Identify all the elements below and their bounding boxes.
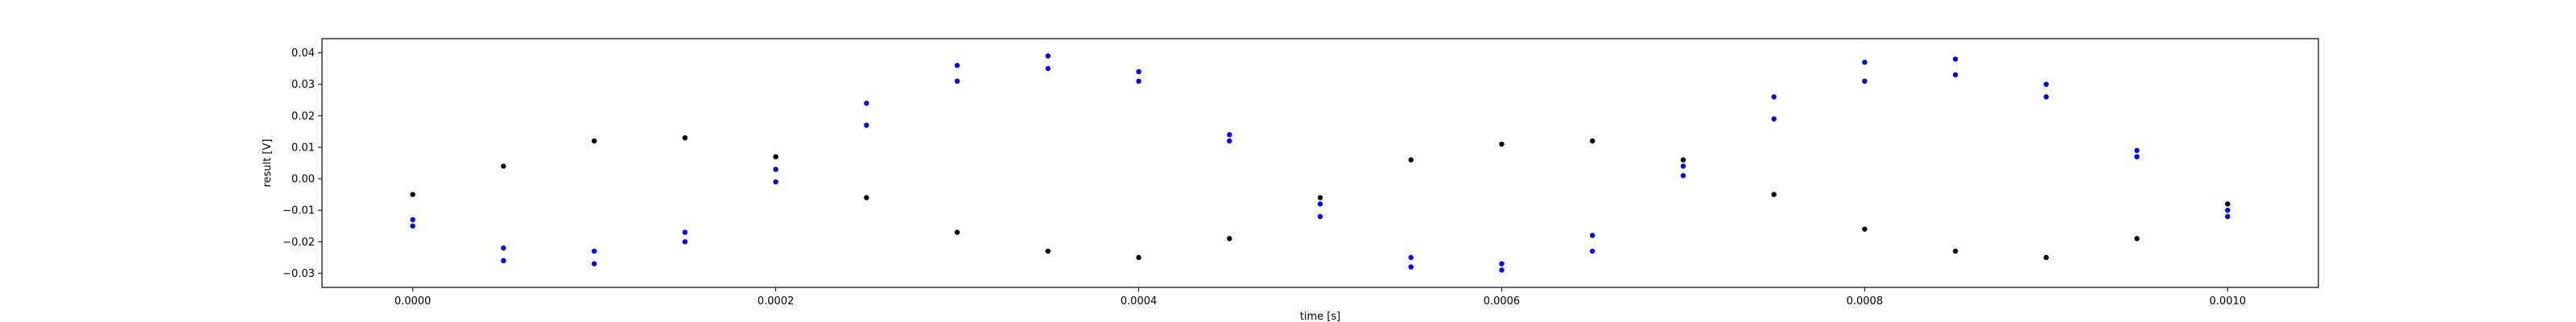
data-point xyxy=(2043,254,2050,261)
data-point xyxy=(864,195,869,200)
data-point xyxy=(1771,94,1777,100)
data-point xyxy=(1317,195,1323,200)
data-point xyxy=(501,163,506,169)
series-0 xyxy=(410,135,2231,261)
y-tick-label: 0.04 xyxy=(291,47,315,60)
data-point xyxy=(1589,138,1596,144)
y-tick-label: −0.02 xyxy=(283,237,315,249)
data-point xyxy=(2225,201,2231,207)
data-point xyxy=(954,78,960,85)
data-point xyxy=(1136,78,1141,85)
data-point xyxy=(591,261,597,266)
data-point xyxy=(773,167,778,172)
series-1 xyxy=(410,65,2231,266)
x-tick-label: 0.0000 xyxy=(394,295,431,308)
y-axis: −0.03 −0.02 −0.01 0.00 0.01 0.02 0.03 0.04 xyxy=(283,47,322,280)
x-axis-label: time [s] xyxy=(1300,311,1340,322)
plot-area xyxy=(410,53,2231,273)
data-point xyxy=(1136,68,1141,75)
data-point xyxy=(501,245,506,251)
data-point xyxy=(1227,132,1232,138)
plot-frame xyxy=(321,38,2319,288)
data-point xyxy=(2134,236,2140,242)
data-point xyxy=(410,223,415,229)
data-point xyxy=(1680,163,1686,169)
data-point xyxy=(1408,157,1414,163)
data-point xyxy=(1408,254,1414,261)
y-tick-label: −0.03 xyxy=(283,268,315,280)
data-point xyxy=(1136,254,1141,261)
data-point xyxy=(1499,261,1505,266)
y-tick-label: 0.03 xyxy=(291,79,315,91)
data-point xyxy=(410,217,415,223)
data-point xyxy=(1499,267,1505,273)
data-point xyxy=(2225,213,2231,220)
data-point xyxy=(2043,81,2050,87)
y-axis-label: result [V] xyxy=(262,139,274,188)
data-point xyxy=(2134,147,2140,154)
data-point xyxy=(1045,248,1051,254)
data-point xyxy=(501,258,506,263)
x-tick-label: 0.0006 xyxy=(1484,295,1521,308)
data-point xyxy=(1045,53,1051,59)
y-tick-label: 0.02 xyxy=(291,110,315,122)
data-point xyxy=(1680,157,1686,163)
data-point xyxy=(591,138,597,144)
data-point xyxy=(1045,65,1051,72)
data-point xyxy=(1408,264,1414,270)
data-point xyxy=(1317,201,1323,207)
data-point xyxy=(1227,236,1232,242)
data-point xyxy=(864,100,869,106)
data-point xyxy=(954,63,960,68)
x-tick-label: 0.0002 xyxy=(758,295,795,308)
data-point xyxy=(682,135,688,141)
x-axis: 0.0000 0.0002 0.0004 0.0006 0.0008 0.0010 xyxy=(394,287,2246,308)
data-point xyxy=(1771,116,1777,122)
data-point xyxy=(1862,60,1868,65)
data-point xyxy=(682,239,688,245)
data-point xyxy=(773,154,778,159)
data-point xyxy=(2225,207,2231,213)
data-point xyxy=(1952,248,1959,254)
data-point xyxy=(1952,56,1959,62)
y-tick-label: −0.01 xyxy=(283,205,315,217)
y-tick-label: 0.01 xyxy=(291,142,315,154)
y-tick-label: 0.00 xyxy=(291,174,315,186)
data-point xyxy=(1589,248,1596,254)
data-point xyxy=(1499,141,1505,147)
data-point xyxy=(773,179,778,185)
data-point xyxy=(591,248,597,254)
x-tick-label: 0.0004 xyxy=(1121,295,1158,308)
data-point xyxy=(864,122,869,128)
x-tick-label: 0.0008 xyxy=(1847,295,1884,308)
data-point xyxy=(1862,78,1868,85)
data-point xyxy=(1589,233,1596,238)
data-point xyxy=(954,229,960,235)
series-2 xyxy=(410,53,2231,273)
data-point xyxy=(1771,192,1777,197)
data-point xyxy=(682,229,688,235)
data-point xyxy=(410,192,415,197)
data-point xyxy=(1227,138,1232,144)
x-tick-label: 0.0010 xyxy=(2210,295,2247,308)
data-point xyxy=(1680,172,1686,179)
data-point xyxy=(1317,213,1323,220)
data-point xyxy=(1952,72,1959,78)
data-point xyxy=(2134,154,2140,159)
data-point xyxy=(1862,226,1868,232)
data-point xyxy=(2043,94,2050,100)
